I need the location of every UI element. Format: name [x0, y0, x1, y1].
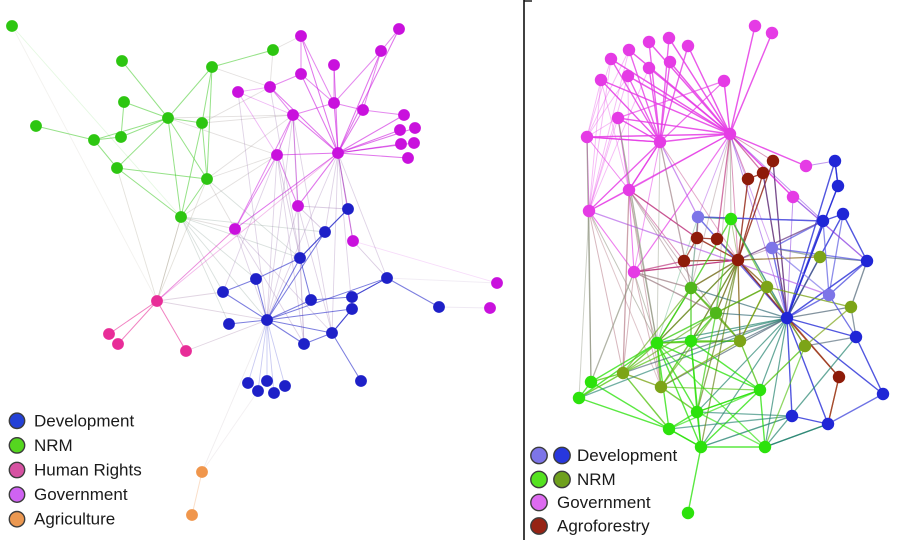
- svg-text:Agroforestry: Agroforestry: [557, 517, 650, 536]
- svg-text:Development: Development: [34, 411, 134, 430]
- svg-text:Government: Government: [557, 493, 651, 512]
- svg-text:Development: Development: [577, 446, 677, 465]
- svg-text:NRM: NRM: [34, 436, 73, 455]
- svg-text:Government: Government: [34, 485, 128, 504]
- svg-text:NRM: NRM: [577, 470, 616, 489]
- svg-text:Human Rights: Human Rights: [34, 461, 142, 480]
- svg-text:Agriculture: Agriculture: [34, 510, 115, 529]
